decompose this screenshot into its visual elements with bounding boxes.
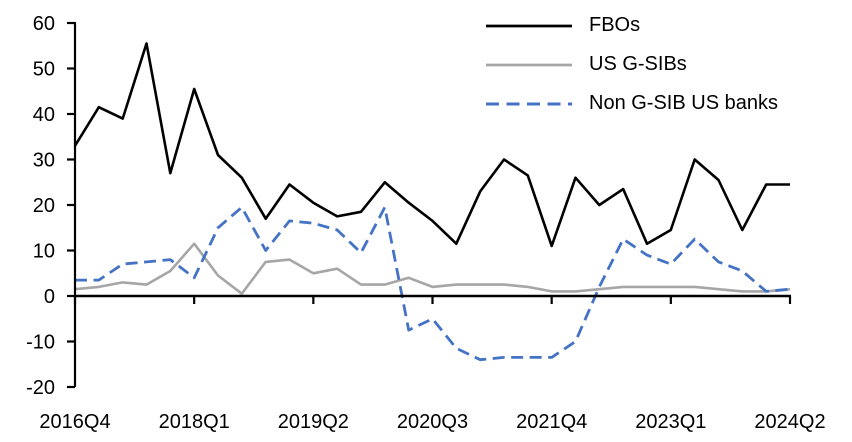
non-gsib-dashed-line-swatch-icon xyxy=(486,102,572,105)
x-tick-label: 2021Q4 xyxy=(516,411,587,433)
y-tick-label: 30 xyxy=(33,150,55,172)
series-line-non-g-sib-us-banks xyxy=(75,205,791,362)
series-line-fbos xyxy=(73,42,790,248)
y-tick-label: -10 xyxy=(26,332,55,354)
y-tick-label: 20 xyxy=(33,195,55,217)
legend-label-us-gsibs: US G-SIBs xyxy=(589,53,687,75)
x-tick-label: 2020Q3 xyxy=(397,411,468,433)
x-tick-label: 2024Q2 xyxy=(754,411,825,433)
y-tick-label: 0 xyxy=(44,286,55,308)
legend-item-non-gsib: Non G-SIB US banks xyxy=(486,84,778,123)
x-tick-label: 2016Q4 xyxy=(39,411,110,433)
y-tick-label: 60 xyxy=(33,13,55,35)
y-tick-label: -20 xyxy=(26,377,55,399)
x-tick-label: 2019Q2 xyxy=(278,411,349,433)
legend-label-non-gsib: Non G-SIB US banks xyxy=(589,92,778,114)
us-gsibs-line-swatch-icon xyxy=(486,63,572,66)
legend-item-us-gsibs: US G-SIBs xyxy=(486,45,778,84)
fbos-line-swatch-icon xyxy=(486,24,572,27)
chart-legend: FBOs US G-SIBs Non G-SIB US banks xyxy=(486,6,778,123)
x-tick-label: 2018Q1 xyxy=(159,411,230,433)
x-tick-label: 2023Q1 xyxy=(635,411,706,433)
legend-label-fbos: FBOs xyxy=(589,14,641,36)
series-line-us-g-sibs xyxy=(74,242,791,296)
y-tick-label: 10 xyxy=(33,241,55,263)
y-tick-label: 50 xyxy=(33,59,55,81)
legend-item-fbos: FBOs xyxy=(486,6,778,45)
y-tick-label: 40 xyxy=(33,104,55,126)
